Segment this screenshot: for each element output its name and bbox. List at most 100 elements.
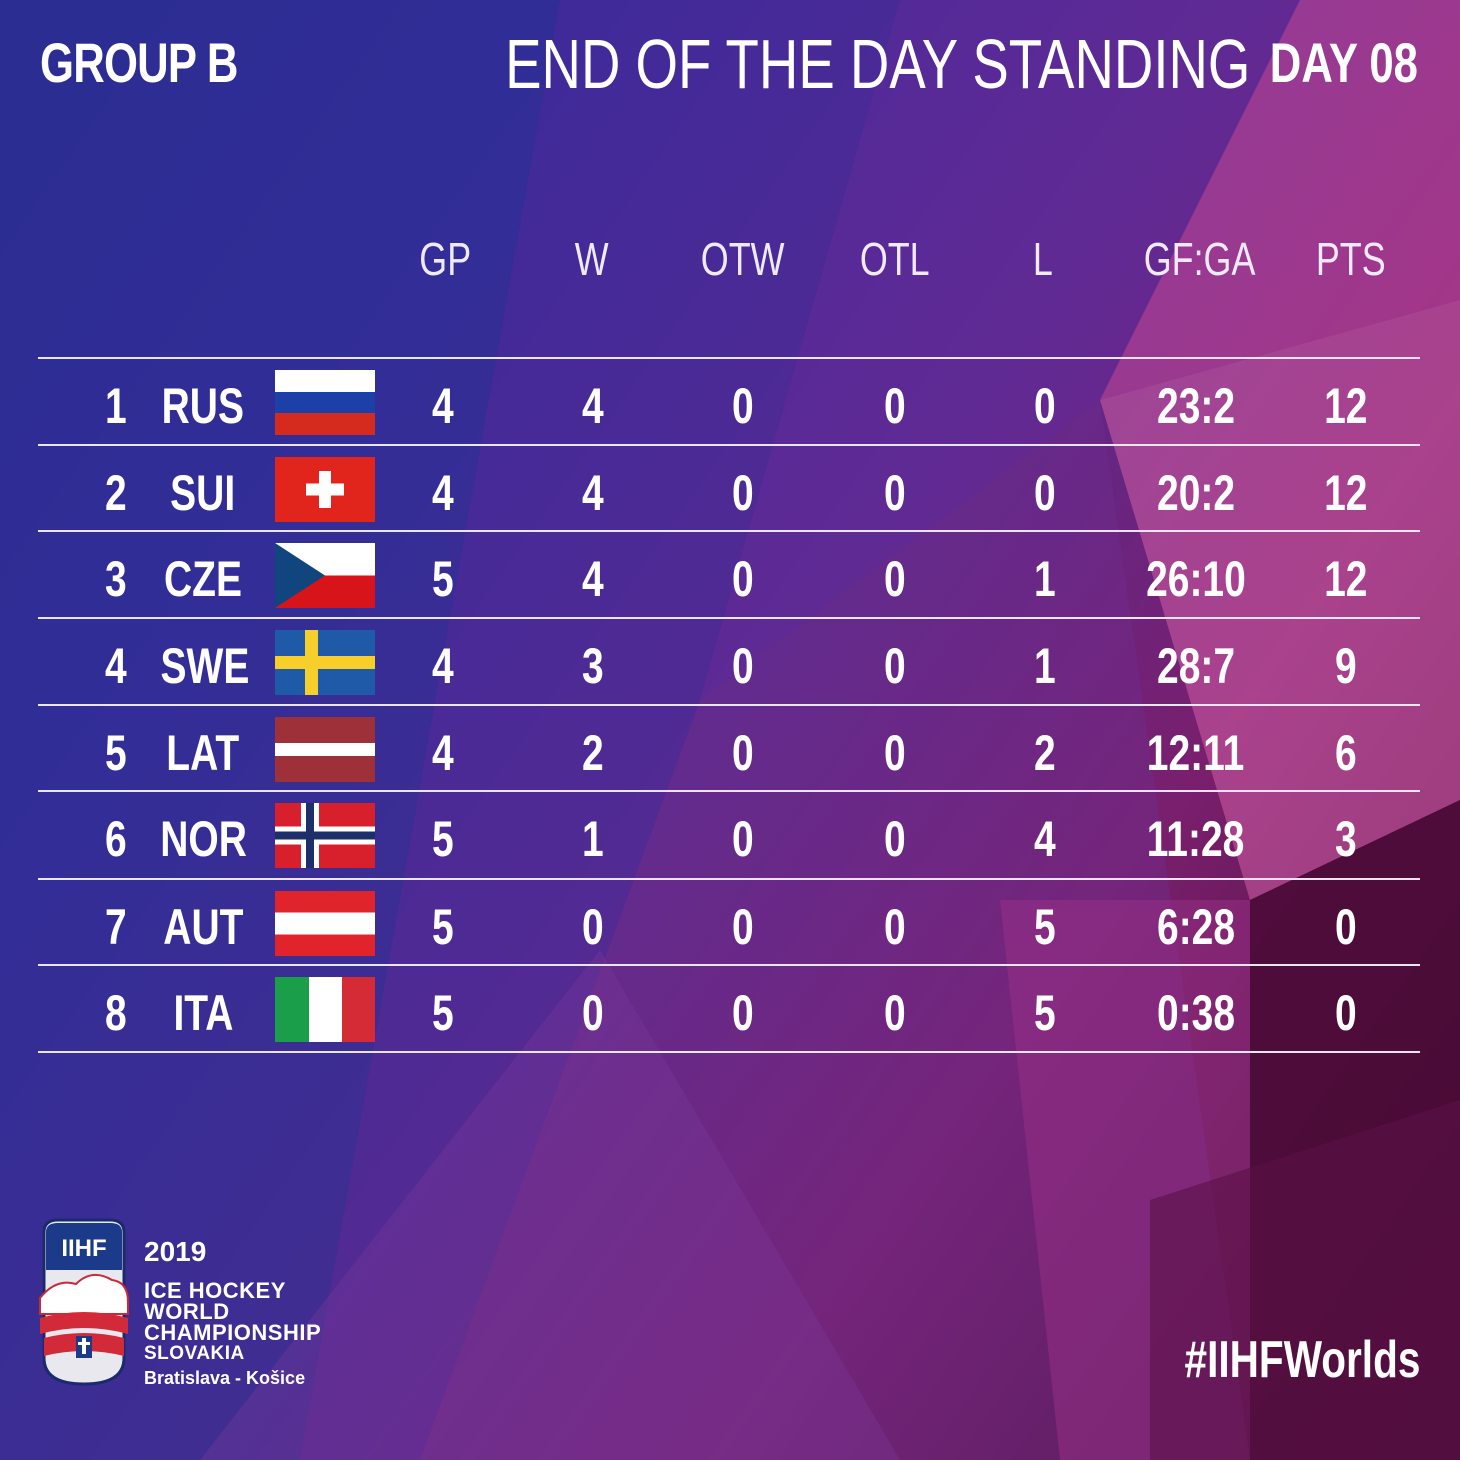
header-gfga: GF:GA — [1143, 233, 1256, 285]
gfga-value: 26:10 — [1146, 551, 1246, 607]
otl-value: 0 — [884, 638, 906, 694]
l-value: 1 — [1034, 551, 1056, 607]
gfga-value: 0:38 — [1156, 985, 1236, 1041]
event-year: 2019 — [144, 1236, 207, 1267]
row-divider — [38, 530, 1420, 532]
l-value: 1 — [1034, 638, 1056, 694]
otl-value: 0 — [884, 985, 906, 1041]
team-code: NOR — [160, 811, 247, 867]
russia-flag — [275, 370, 375, 435]
otw-value: 0 — [732, 899, 754, 955]
otw-value: 0 — [732, 465, 754, 521]
gp-value: 4 — [432, 638, 454, 694]
otw-value: 0 — [732, 378, 754, 434]
team-code: SWE — [160, 638, 250, 694]
team-code: CZE — [164, 551, 242, 607]
w-value: 4 — [582, 378, 604, 434]
w-value: 4 — [582, 465, 604, 521]
team-code: ITA — [173, 985, 233, 1041]
event-line: WORLD — [144, 1299, 230, 1324]
event-info: 2019 ICE HOCKEY WORLD CHAMPIONSHIP SLOVA… — [144, 1236, 321, 1391]
row-divider — [38, 444, 1420, 446]
table-row: 6 NOR 5 1 0 0 4 11:28 3 — [38, 792, 1420, 878]
otw-value: 0 — [732, 811, 754, 867]
row-divider — [38, 1051, 1420, 1053]
l-value: 4 — [1034, 811, 1056, 867]
header-gp: GP — [419, 233, 471, 285]
day-label: DAY 08 — [1269, 31, 1418, 94]
pts-value: 12 — [1324, 465, 1368, 521]
pts-value: 9 — [1335, 638, 1357, 694]
norway-flag — [275, 803, 375, 868]
w-value: 3 — [582, 638, 604, 694]
header-otl: OTL — [860, 233, 930, 285]
rank: 1 — [105, 378, 127, 434]
otl-value: 0 — [884, 378, 906, 434]
pts-value: 0 — [1335, 899, 1357, 955]
header-otw: OTW — [701, 233, 785, 285]
page-title: END OF THE DAY STANDING — [505, 25, 1251, 103]
rank: 5 — [105, 725, 127, 781]
table-row: 3 CZE 5 4 0 0 1 26:10 12 — [38, 532, 1420, 618]
hashtag: #IIHFWorlds — [1184, 1331, 1420, 1389]
header-pts: PTS — [1316, 233, 1386, 285]
row-divider — [38, 357, 1420, 359]
pts-value: 0 — [1335, 985, 1357, 1041]
l-value: 5 — [1034, 985, 1056, 1041]
column-headers: GP W OTW OTL L GF:GA PTS — [0, 232, 1460, 292]
row-divider — [38, 878, 1420, 880]
header-l: L — [1033, 233, 1053, 285]
gfga-value: 23:2 — [1156, 378, 1236, 434]
row-divider — [38, 704, 1420, 706]
pts-value: 6 — [1335, 725, 1357, 781]
otw-value: 0 — [732, 985, 754, 1041]
group-label: GROUP B — [40, 31, 238, 94]
w-value: 2 — [582, 725, 604, 781]
otl-value: 0 — [884, 465, 906, 521]
w-value: 0 — [582, 899, 604, 955]
event-line: ICE HOCKEY — [144, 1278, 286, 1303]
row-divider — [38, 617, 1420, 619]
table-row: 7 AUT 5 0 0 0 5 6:28 0 — [38, 880, 1420, 966]
italy-flag — [275, 977, 375, 1042]
row-divider — [38, 964, 1420, 966]
table-row: 4 SWE 4 3 0 0 1 28:7 9 — [38, 619, 1420, 705]
sweden-flag — [275, 630, 375, 695]
l-value: 0 — [1034, 378, 1056, 434]
gp-value: 5 — [432, 811, 454, 867]
latvia-flag — [275, 717, 375, 782]
gfga-value: 6:28 — [1156, 899, 1236, 955]
team-code: SUI — [170, 465, 236, 521]
otw-value: 0 — [732, 725, 754, 781]
w-value: 4 — [582, 551, 604, 607]
event-country: SLOVAKIA — [144, 1343, 245, 1364]
rank: 4 — [105, 638, 127, 694]
otw-value: 0 — [732, 551, 754, 607]
otl-value: 0 — [884, 899, 906, 955]
otl-value: 0 — [884, 551, 906, 607]
gfga-value: 11:28 — [1147, 811, 1245, 867]
table-row: 8 ITA 5 0 0 0 5 0:38 0 — [38, 966, 1420, 1052]
row-divider — [38, 790, 1420, 792]
rank: 2 — [105, 465, 127, 521]
event-line: CHAMPIONSHIP — [144, 1320, 322, 1345]
otl-value: 0 — [884, 811, 906, 867]
l-value: 0 — [1034, 465, 1056, 521]
svg-text:IIHF: IIHF — [61, 1235, 106, 1262]
l-value: 5 — [1034, 899, 1056, 955]
switzerland-flag — [275, 457, 375, 522]
iihf-logo: IIHF — [36, 1218, 132, 1388]
gfga-value: 28:7 — [1156, 638, 1236, 694]
pts-value: 12 — [1324, 551, 1368, 607]
gp-value: 4 — [432, 378, 454, 434]
gp-value: 5 — [432, 551, 454, 607]
event-cities: Bratislava - Košice — [144, 1368, 306, 1388]
gp-value: 4 — [432, 465, 454, 521]
team-code: RUS — [161, 378, 245, 434]
rank: 6 — [105, 811, 127, 867]
w-value: 0 — [582, 985, 604, 1041]
pts-value: 12 — [1324, 378, 1368, 434]
czech-flag — [275, 543, 375, 608]
gp-value: 5 — [432, 899, 454, 955]
l-value: 2 — [1034, 725, 1056, 781]
